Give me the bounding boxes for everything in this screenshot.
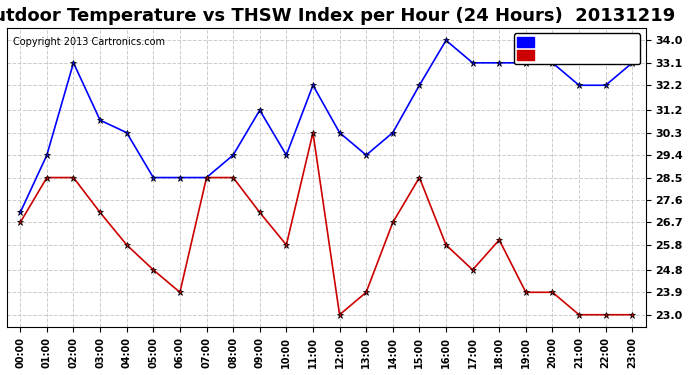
THSW  (°F): [415, 83, 424, 87]
Temperature  (°F): [415, 175, 424, 180]
THSW  (°F): [309, 83, 317, 87]
THSW  (°F): [362, 153, 371, 158]
Temperature  (°F): [202, 175, 210, 180]
THSW  (°F): [282, 153, 290, 158]
THSW  (°F): [96, 118, 104, 122]
Temperature  (°F): [388, 220, 397, 225]
THSW  (°F): [495, 60, 504, 65]
Temperature  (°F): [229, 175, 237, 180]
Temperature  (°F): [69, 175, 77, 180]
THSW  (°F): [335, 130, 344, 135]
Temperature  (°F): [549, 290, 557, 294]
THSW  (°F): [602, 83, 610, 87]
THSW  (°F): [628, 60, 636, 65]
Temperature  (°F): [469, 268, 477, 272]
THSW  (°F): [522, 60, 530, 65]
Temperature  (°F): [522, 290, 530, 294]
Temperature  (°F): [176, 290, 184, 294]
Temperature  (°F): [628, 312, 636, 317]
Line: THSW  (°F): THSW (°F): [17, 37, 635, 216]
Temperature  (°F): [255, 210, 264, 215]
Temperature  (°F): [16, 220, 24, 225]
THSW  (°F): [469, 60, 477, 65]
THSW  (°F): [43, 153, 51, 158]
Temperature  (°F): [575, 312, 583, 317]
Text: Copyright 2013 Cartronics.com: Copyright 2013 Cartronics.com: [13, 37, 166, 47]
Temperature  (°F): [335, 312, 344, 317]
Temperature  (°F): [96, 210, 104, 215]
Temperature  (°F): [43, 175, 51, 180]
Temperature  (°F): [282, 243, 290, 247]
Legend: THSW  (°F), Temperature  (°F): THSW (°F), Temperature (°F): [514, 33, 640, 64]
THSW  (°F): [549, 60, 557, 65]
THSW  (°F): [69, 60, 77, 65]
Temperature  (°F): [123, 243, 131, 247]
Temperature  (°F): [442, 243, 450, 247]
THSW  (°F): [16, 210, 24, 215]
THSW  (°F): [255, 108, 264, 112]
Temperature  (°F): [362, 290, 371, 294]
THSW  (°F): [176, 175, 184, 180]
Temperature  (°F): [309, 130, 317, 135]
Temperature  (°F): [602, 312, 610, 317]
Title: Outdoor Temperature vs THSW Index per Hour (24 Hours)  20131219: Outdoor Temperature vs THSW Index per Ho…: [0, 7, 675, 25]
THSW  (°F): [149, 175, 157, 180]
THSW  (°F): [442, 38, 450, 43]
Temperature  (°F): [495, 238, 504, 242]
THSW  (°F): [388, 130, 397, 135]
THSW  (°F): [123, 130, 131, 135]
Line: Temperature  (°F): Temperature (°F): [17, 129, 635, 318]
THSW  (°F): [229, 153, 237, 158]
THSW  (°F): [575, 83, 583, 87]
THSW  (°F): [202, 175, 210, 180]
Temperature  (°F): [149, 268, 157, 272]
